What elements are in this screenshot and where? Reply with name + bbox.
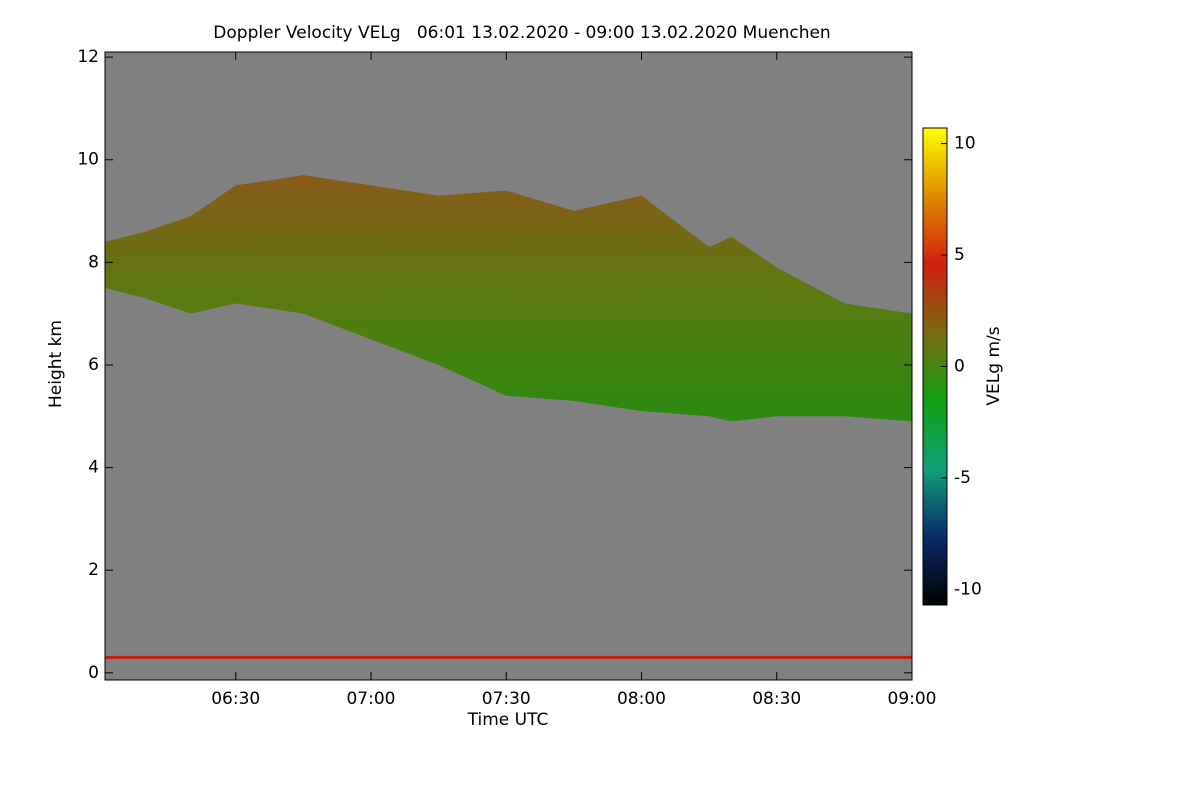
y-tick-label: 6 bbox=[88, 355, 99, 375]
plot-frame bbox=[104, 51, 913, 681]
x-tick-label: 08:00 bbox=[617, 689, 666, 709]
x-tick-label: 08:30 bbox=[752, 689, 801, 709]
y-tick-label: 4 bbox=[88, 458, 99, 478]
chart-title: Doppler Velocity VELg 06:01 13.02.2020 -… bbox=[213, 23, 830, 43]
x-tick-label: 09:00 bbox=[888, 689, 937, 709]
y-tick-label: 10 bbox=[77, 150, 99, 170]
y-tick-label: 0 bbox=[88, 663, 99, 683]
y-tick-label: 12 bbox=[77, 47, 99, 67]
x-tick-label: 07:30 bbox=[482, 689, 531, 709]
cloud-area bbox=[105, 175, 912, 422]
y-tick-label: 2 bbox=[88, 560, 99, 580]
colorbar-tick-label: -5 bbox=[954, 468, 971, 488]
y-axis-label: Height km bbox=[46, 320, 66, 408]
colorbar-label: VELg m/s bbox=[984, 326, 1004, 405]
x-tick-label: 07:00 bbox=[346, 689, 395, 709]
y-tick-label: 8 bbox=[88, 252, 99, 272]
colorbar-tick-label: -10 bbox=[954, 579, 982, 599]
colorbar-tick-label: 5 bbox=[954, 245, 965, 265]
colorbar-tick-label: 10 bbox=[954, 134, 976, 154]
x-tick-label: 06:30 bbox=[211, 689, 260, 709]
x-axis-label: Time UTC bbox=[467, 710, 549, 730]
colorbar-tick-label: 0 bbox=[954, 357, 965, 377]
